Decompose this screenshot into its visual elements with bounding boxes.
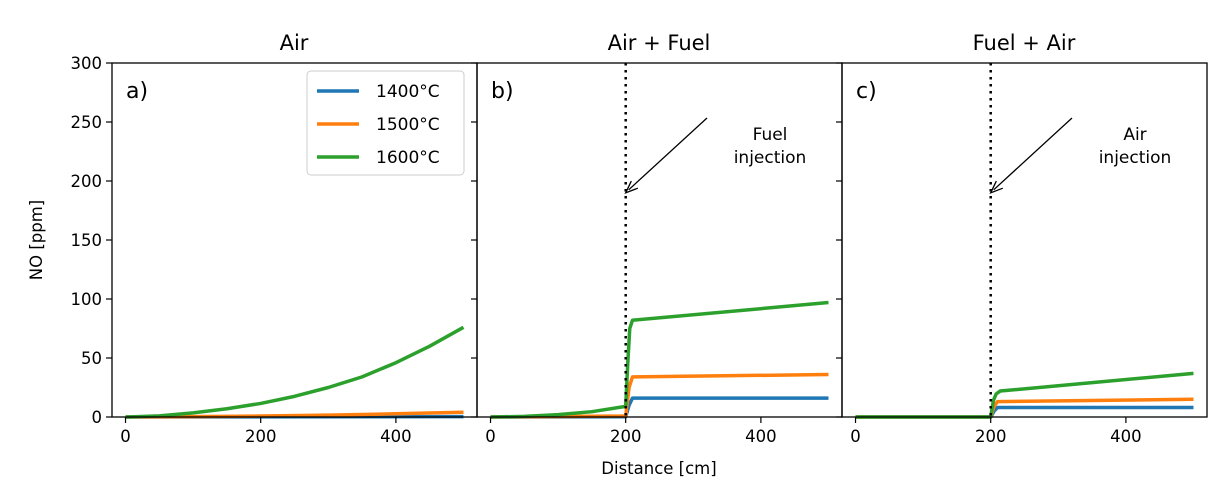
annotation-text-line1: Fuel bbox=[753, 125, 788, 145]
legend-label-1600: 1600°C bbox=[376, 148, 440, 168]
legend: 1400°C 1500°C 1600°C bbox=[306, 70, 465, 176]
annotation-text-line2: injection bbox=[734, 148, 807, 168]
y-tick-label: 100 bbox=[71, 290, 103, 309]
x-tick-label: 200 bbox=[610, 427, 642, 446]
x-axis-label: Distance [cm] bbox=[601, 459, 716, 478]
x-tick-label: 400 bbox=[1110, 427, 1142, 446]
panel-air-fuel: Air + Fuel Fuel injection b) 0 200 400 bbox=[471, 31, 843, 446]
y-tick-label: 50 bbox=[81, 349, 102, 368]
y-tick-label: 250 bbox=[71, 113, 103, 132]
x-tick-label: 400 bbox=[380, 427, 412, 446]
panel-letter: a) bbox=[126, 79, 148, 104]
panel-fuel-air: Fuel + Air Air injection c) 0 200 400 bbox=[836, 31, 1208, 446]
panel-air: Air a) 0 200 400 0 50 100 150 200 250 300 bbox=[71, 31, 478, 446]
panel-title: Air + Fuel bbox=[608, 31, 711, 55]
annotation-arrow-head bbox=[989, 180, 1004, 194]
x-tick-label: 0 bbox=[850, 427, 861, 446]
x-tick-label: 400 bbox=[745, 427, 777, 446]
panel-letter: b) bbox=[491, 79, 514, 104]
legend-label-1500: 1500°C bbox=[376, 115, 440, 135]
x-tick-label: 200 bbox=[245, 427, 277, 446]
annotation-arrow-shaft bbox=[628, 117, 708, 191]
panel-title: Fuel + Air bbox=[973, 31, 1076, 55]
legend-label-1400: 1400°C bbox=[376, 82, 440, 102]
x-tick-label: 200 bbox=[975, 427, 1007, 446]
y-tick-label: 300 bbox=[71, 54, 103, 73]
y-axis-label: NO [ppm] bbox=[27, 200, 46, 280]
series-line-1600c bbox=[125, 325, 465, 419]
panel-letter: c) bbox=[856, 79, 877, 104]
panel-title: Air bbox=[280, 31, 309, 55]
y-tick-label: 200 bbox=[71, 172, 103, 191]
annotation-arrow-head bbox=[624, 180, 639, 194]
legend-box bbox=[306, 70, 465, 176]
annotation-text-line1: Air bbox=[1123, 125, 1146, 145]
y-tick-label: 150 bbox=[71, 231, 103, 250]
annotation-arrow-shaft bbox=[993, 117, 1073, 191]
x-tick-label: 0 bbox=[485, 427, 496, 446]
annotation-text-line2: injection bbox=[1099, 148, 1172, 168]
y-tick-label: 0 bbox=[92, 408, 103, 427]
x-tick-label: 0 bbox=[120, 427, 131, 446]
